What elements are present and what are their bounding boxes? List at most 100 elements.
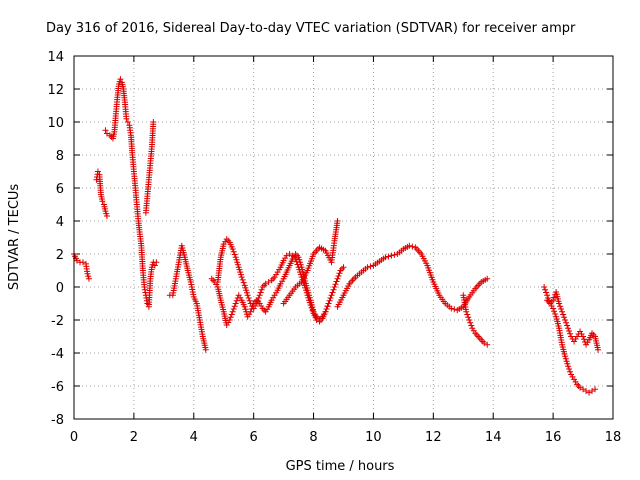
y-tick-label: 4 bbox=[56, 215, 64, 230]
data-point-interp bbox=[245, 295, 252, 301]
y-tick-label: 10 bbox=[47, 116, 64, 131]
data-point bbox=[340, 264, 347, 271]
data-point-interp bbox=[468, 322, 475, 329]
data-point bbox=[364, 264, 371, 271]
data-point-interp bbox=[233, 297, 240, 304]
data-point bbox=[334, 275, 341, 282]
chart-title: Day 316 of 2016, Sidereal Day-to-day VTE… bbox=[46, 21, 576, 36]
data-point bbox=[123, 115, 130, 122]
data-point-interp bbox=[542, 286, 549, 293]
data-point-interp bbox=[564, 322, 571, 329]
data-point-interp bbox=[231, 251, 238, 258]
series-sat-i bbox=[334, 242, 491, 314]
data-point-interp bbox=[257, 289, 264, 296]
plot-frame bbox=[73, 55, 614, 420]
data-point-interp bbox=[326, 297, 333, 304]
data-point bbox=[550, 297, 557, 304]
data-point-interp bbox=[467, 319, 474, 326]
data-point bbox=[202, 346, 209, 353]
data-point bbox=[99, 198, 106, 205]
data-point-interp bbox=[246, 297, 253, 304]
data-point-interp bbox=[465, 314, 472, 321]
y-tick-label: 2 bbox=[56, 248, 64, 263]
data-point-interp bbox=[464, 311, 471, 318]
data-point bbox=[448, 305, 455, 312]
data-point bbox=[325, 300, 332, 307]
y-axis-label: SDTVAR / TECUs bbox=[7, 184, 22, 291]
data-point-interp bbox=[567, 368, 574, 375]
data-point bbox=[382, 254, 389, 261]
data-point-interp bbox=[560, 311, 567, 318]
series-sat-a bbox=[71, 251, 92, 282]
data-point bbox=[151, 262, 158, 269]
axis-ticks: 0 2 4 6 8 10 12 14 16 18 -8 -6 -4 -2 0 2 4 6 8 10 12 14 bbox=[47, 50, 621, 445]
data-point-interp bbox=[336, 270, 343, 277]
data-point-interp bbox=[309, 307, 316, 314]
x-tick-label: 8 bbox=[309, 430, 317, 445]
data-point bbox=[256, 292, 263, 299]
data-point-interp bbox=[561, 314, 568, 321]
data-point bbox=[466, 317, 473, 323]
series-sat-l bbox=[544, 297, 599, 396]
data-point bbox=[565, 363, 572, 370]
data-point-interp bbox=[385, 253, 392, 260]
data-point bbox=[556, 300, 563, 307]
data-point-interp bbox=[332, 281, 339, 288]
data-point-interp bbox=[230, 306, 237, 312]
y-tick-label: -8 bbox=[51, 413, 64, 428]
data-point bbox=[232, 300, 239, 307]
data-point bbox=[94, 168, 101, 175]
data-point-interp bbox=[551, 294, 558, 301]
data-point bbox=[117, 76, 124, 83]
data-point bbox=[592, 386, 599, 393]
y-tick-label: 14 bbox=[47, 50, 64, 65]
x-tick-label: 0 bbox=[70, 430, 78, 445]
data-point-interp bbox=[329, 289, 336, 296]
x-tick-label: 12 bbox=[425, 430, 442, 445]
x-axis-label: GPS time / hours bbox=[286, 459, 395, 474]
series-sat-c bbox=[102, 76, 160, 310]
y-tick-label: -2 bbox=[51, 314, 64, 329]
data-point-interp bbox=[558, 306, 565, 312]
data-point bbox=[238, 274, 245, 281]
data-point bbox=[124, 119, 131, 125]
y-tick-label: 12 bbox=[47, 83, 64, 98]
data-point-interp bbox=[255, 295, 262, 301]
data-point bbox=[229, 246, 236, 253]
data-point bbox=[307, 302, 314, 309]
data-point-interp bbox=[258, 286, 265, 293]
y-tick-label: 0 bbox=[56, 281, 64, 296]
data-point bbox=[247, 308, 254, 315]
data-point bbox=[103, 213, 110, 220]
data-point-interp bbox=[367, 263, 374, 270]
x-tick-label: 4 bbox=[190, 430, 198, 445]
data-point bbox=[562, 317, 569, 323]
data-point-interp bbox=[409, 243, 416, 250]
data-point-interp bbox=[552, 310, 559, 317]
data-point-interp bbox=[557, 303, 564, 310]
data-point-interp bbox=[581, 336, 588, 343]
data-point-interp bbox=[563, 319, 570, 326]
data-point-interp bbox=[566, 328, 573, 334]
y-tick-label: 8 bbox=[56, 149, 64, 164]
data-point-interp bbox=[308, 304, 315, 311]
data-point bbox=[550, 305, 557, 312]
data-point bbox=[580, 333, 587, 340]
grid-lines bbox=[74, 56, 613, 419]
data-point bbox=[150, 119, 157, 125]
series-sat-j bbox=[460, 292, 491, 348]
y-tick-label: -4 bbox=[51, 347, 64, 362]
data-point bbox=[331, 284, 338, 290]
x-tick-label: 10 bbox=[365, 430, 382, 445]
x-tick-label: 16 bbox=[545, 430, 562, 445]
data-point bbox=[244, 292, 251, 299]
data-point-interp bbox=[323, 306, 330, 312]
series-sat-k bbox=[541, 284, 602, 353]
data-point bbox=[328, 292, 335, 299]
data-point-interp bbox=[543, 289, 550, 296]
x-tick-label: 6 bbox=[250, 430, 258, 445]
data-point-interp bbox=[228, 311, 235, 318]
y-tick-label: 6 bbox=[56, 182, 64, 197]
data-point bbox=[153, 259, 160, 266]
data-point-interp bbox=[239, 276, 246, 283]
